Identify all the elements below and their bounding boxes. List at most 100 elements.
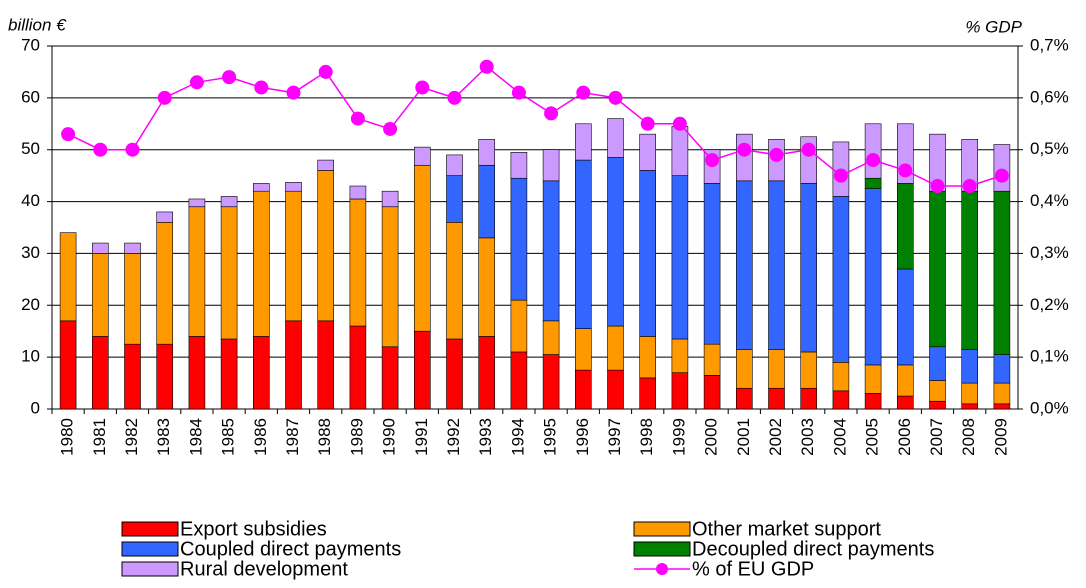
plot-area <box>51 45 1019 410</box>
bar-segment <box>961 382 979 405</box>
bar-segment <box>156 222 173 345</box>
bar-segment <box>59 320 77 410</box>
bar-segment <box>156 211 173 223</box>
bar-segment <box>413 330 431 410</box>
x-tick-label: 2004 <box>830 418 849 456</box>
bar-segment <box>510 152 528 179</box>
bar-segment <box>671 126 689 176</box>
legend-swatch <box>121 521 179 537</box>
line-marker <box>93 142 108 157</box>
legend-label: Coupled direct payments <box>180 538 401 560</box>
line-marker <box>833 168 848 183</box>
bar-segment <box>864 123 882 179</box>
bar-segment <box>542 320 560 355</box>
bar-segment <box>574 123 592 161</box>
bar-segment <box>381 190 399 208</box>
y-tick-label: 60 <box>21 87 40 106</box>
x-tick-label: 1983 <box>154 418 173 456</box>
y-tick-label: 70 <box>21 35 40 54</box>
bar-segment <box>639 377 657 410</box>
bar-segment <box>317 170 335 322</box>
bar-segment <box>285 190 302 322</box>
legend-swatch <box>121 561 179 577</box>
bar-segment <box>800 387 818 410</box>
legend-label: Other market support <box>692 518 881 540</box>
bar-segment <box>832 390 850 410</box>
line-marker <box>157 90 172 105</box>
bar-segment <box>188 206 206 337</box>
bar-segment <box>896 395 914 410</box>
x-tick-label: 1998 <box>637 418 656 456</box>
bar-segment <box>413 164 431 332</box>
line-marker <box>640 116 655 131</box>
bar-segment <box>961 403 979 410</box>
bar-segment <box>349 325 367 410</box>
legend-label: % of EU GDP <box>692 558 814 580</box>
x-tick-label: 2000 <box>702 418 721 456</box>
bar-segment <box>735 387 753 410</box>
y-tick-label: 30 <box>21 243 40 262</box>
legend-label: Export subsidies <box>180 518 327 540</box>
x-tick-label: 1980 <box>58 418 77 456</box>
bar-segment <box>478 164 496 239</box>
bar-segment <box>220 338 238 410</box>
bar-segment <box>253 183 270 192</box>
line-marker <box>898 163 913 178</box>
bar-segment <box>478 237 496 337</box>
bar-segment <box>253 190 270 337</box>
bar-segment <box>832 196 850 363</box>
line-marker <box>608 90 623 105</box>
bar-segment <box>510 299 528 353</box>
bar-segment <box>59 232 77 322</box>
bar-segment <box>671 175 689 340</box>
bar-segment <box>446 338 463 410</box>
line-marker <box>672 116 687 131</box>
line-marker <box>769 147 784 162</box>
bar-segment <box>285 182 302 192</box>
bar-segment <box>510 177 528 301</box>
x-tick-label: 1999 <box>669 418 688 456</box>
bar-segment <box>349 198 367 327</box>
bar-segment <box>735 349 753 389</box>
legend-label: Rural development <box>180 558 348 580</box>
x-tick-label: 2007 <box>927 418 946 456</box>
bar-segment <box>510 351 528 410</box>
bar-segment <box>478 336 496 410</box>
bar-segment <box>253 336 270 410</box>
bar-segment <box>961 349 979 384</box>
bar-segment <box>607 157 624 327</box>
y2-tick-label: 0,2% <box>1030 295 1069 314</box>
bar-segment <box>703 183 721 345</box>
line-marker <box>350 111 365 126</box>
y-tick-label: 50 <box>21 139 40 158</box>
bar-segment <box>639 133 657 171</box>
bar-segment <box>864 364 882 394</box>
bar-segment <box>864 177 882 189</box>
bar-segment <box>574 369 592 410</box>
line-marker <box>576 85 591 100</box>
bar-segment <box>961 190 979 350</box>
bar-segment <box>768 349 785 389</box>
line-marker <box>415 80 430 95</box>
y2-tick-label: 0,0% <box>1030 398 1069 417</box>
line-marker <box>189 75 204 90</box>
legend-marker <box>656 563 668 575</box>
legend-swatch <box>633 541 691 557</box>
bar-segment <box>800 183 818 353</box>
line-marker <box>511 85 526 100</box>
bar-segment <box>993 403 1011 410</box>
bar-segment <box>607 325 624 371</box>
bar-segment <box>542 354 560 410</box>
bar-segment <box>92 336 109 410</box>
bar-segment <box>317 159 335 171</box>
x-tick-label: 2003 <box>798 418 817 456</box>
legend-swatch <box>633 521 691 537</box>
y2-tick-label: 0,6% <box>1030 87 1069 106</box>
bar-segment <box>285 320 302 410</box>
line-marker <box>544 106 559 121</box>
y2-tick-label: 0,3% <box>1030 243 1069 262</box>
line-marker <box>286 85 301 100</box>
line-marker <box>930 179 945 194</box>
bar-segment <box>92 242 109 254</box>
